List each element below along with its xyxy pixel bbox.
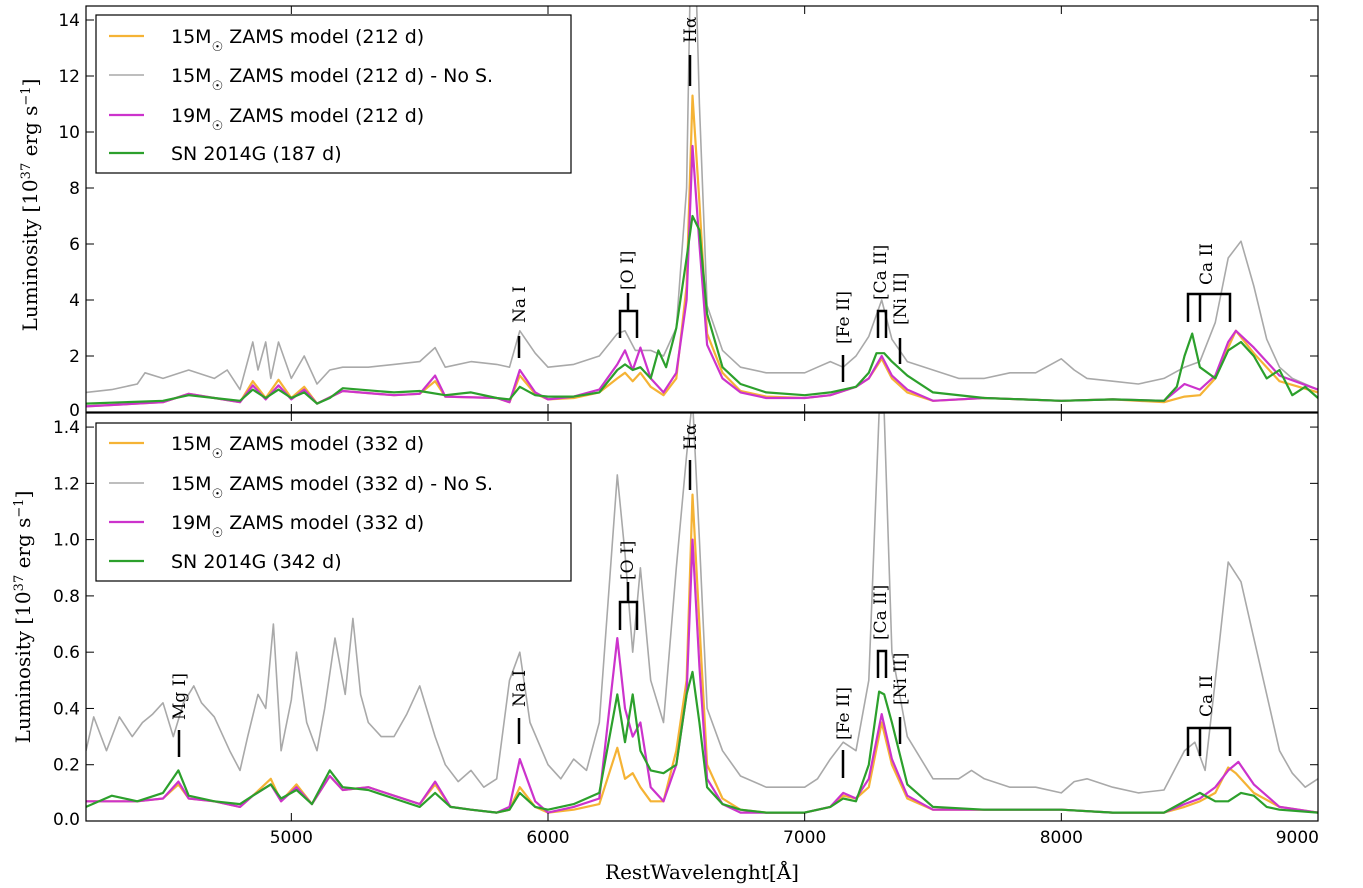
top-ytick-label: 14 <box>58 11 80 31</box>
bottom-plot-frame <box>85 412 1319 822</box>
top-ytick-label: 0 <box>69 401 80 421</box>
annotation-h-alpha-bottom: Hα <box>681 423 701 490</box>
bottom-legend-label-4: SN 2014G (342 d) <box>171 551 342 573</box>
svg-text:[Ni II]: [Ni II] <box>891 273 911 325</box>
top-panel: 0 2 4 6 8 10 12 14 Luminosity [1037 erg s−1] Na… <box>18 5 1319 421</box>
bottom-ytick-label: 0.8 <box>53 587 80 607</box>
top-series-lines <box>86 6 1318 408</box>
top-legend-box <box>95 14 572 174</box>
top-ticks: 0 2 4 6 8 10 12 14 <box>58 6 1319 421</box>
svg-text:[Fe II]: [Fe II] <box>834 291 854 344</box>
xtick-label: 7000 <box>783 828 826 848</box>
annotation-h-alpha-top: Hα <box>681 16 701 86</box>
bottom-ytick-label: 0.4 <box>53 699 80 719</box>
annotation-ca-ii-triplet-top: Ca II <box>1186 243 1232 322</box>
bottom-panel: 0.0 0.2 0.4 0.6 0.8 1.0 1.2 1.4 5000 6000 7000 8000… <box>11 412 1319 884</box>
top-y-axis-label: Luminosity [1037 erg s−1] <box>18 79 42 332</box>
svg-text:[Fe II]: [Fe II] <box>834 687 854 740</box>
xtick-label: 9000 <box>1276 828 1319 848</box>
top-ytick-label: 8 <box>69 179 80 199</box>
svg-text:Hα: Hα <box>681 423 701 450</box>
xtick-label: 5000 <box>270 828 313 848</box>
x-axis-label: RestWavelenght[Å] <box>605 859 799 884</box>
top-ytick-label: 6 <box>69 235 80 255</box>
annotation-ni-ii-top: [Ni II] <box>891 273 911 364</box>
bottom-series-green-sn2014g <box>86 670 1318 814</box>
bottom-ytick-label: 1.4 <box>53 418 80 438</box>
top-ytick-label: 12 <box>58 67 80 87</box>
annotation-o-i-top: [O I] <box>618 251 639 338</box>
bottom-ytick-label: 0.2 <box>53 756 80 776</box>
top-ytick-label: 2 <box>69 347 80 367</box>
svg-text:[O I]: [O I] <box>618 541 638 580</box>
svg-text:Hα: Hα <box>681 16 701 43</box>
bottom-ytick-label: 0.6 <box>53 643 80 663</box>
svg-text:[Ca II]: [Ca II] <box>871 585 891 640</box>
annotation-mg-i-bottom: Mg I] <box>170 673 190 757</box>
top-series-green-sn2014g <box>86 214 1318 405</box>
svg-text:Mg I]: Mg I] <box>170 673 190 720</box>
top-ytick-label: 10 <box>58 123 80 143</box>
top-legend: 15M☉ ZAMS model (212 d) 15M☉ ZAMS model … <box>95 14 572 174</box>
annotation-ca-ii-forbidden-top: [Ca II] <box>871 245 891 338</box>
bottom-ytick-label: 1.0 <box>53 531 80 551</box>
svg-text:[Ca II]: [Ca II] <box>871 245 891 300</box>
annotation-fe-ii-bottom: [Fe II] <box>834 687 854 778</box>
top-legend-label-4: SN 2014G (187 d) <box>171 143 342 165</box>
svg-text:Na I: Na I <box>510 670 530 707</box>
bottom-legend: 15M☉ ZAMS model (332 d) 15M☉ ZAMS model … <box>95 422 572 582</box>
xtick-label: 8000 <box>1040 828 1083 848</box>
bottom-annotations: Mg I] Na I [O I] Hα [Fe II] [Ca II] <box>170 423 1232 778</box>
top-ytick-label: 4 <box>69 291 80 311</box>
annotation-o-i-bottom: [O I] <box>618 541 639 630</box>
top-plot-frame <box>85 5 1319 413</box>
bottom-y-axis-label: Luminosity [1037 erg s−1] <box>11 491 35 744</box>
svg-text:Na I: Na I <box>510 286 530 323</box>
xtick-label: 6000 <box>526 828 569 848</box>
bottom-legend-box <box>95 422 572 582</box>
annotation-ca-ii-forbidden-bottom: [Ca II] <box>871 585 891 678</box>
annotation-ca-ii-triplet-bottom: Ca II <box>1186 675 1232 756</box>
bottom-ytick-label: 0.0 <box>53 810 80 830</box>
svg-text:[O I]: [O I] <box>618 251 638 290</box>
bottom-ytick-label: 1.2 <box>53 474 80 494</box>
bottom-ticks: 0.0 0.2 0.4 0.6 0.8 1.0 1.2 1.4 5000 6000 7000 8000… <box>53 413 1319 848</box>
annotation-ni-ii-bottom: [Ni II] <box>891 653 911 744</box>
annotation-na-i-top: Na I <box>510 286 530 358</box>
annotation-na-i-bottom: Na I <box>510 670 530 744</box>
svg-text:Ca II: Ca II <box>1197 675 1217 717</box>
top-annotations: Na I [O I] Hα [Fe II] [Ca II] [Ni II] <box>510 16 1232 382</box>
bottom-series-lines <box>86 413 1318 814</box>
bottom-series-grey-15m-nos <box>86 413 1318 794</box>
svg-text:Ca II: Ca II <box>1197 243 1217 285</box>
svg-text:[Ni II]: [Ni II] <box>891 653 911 705</box>
annotation-fe-ii-top: [Fe II] <box>834 291 854 382</box>
